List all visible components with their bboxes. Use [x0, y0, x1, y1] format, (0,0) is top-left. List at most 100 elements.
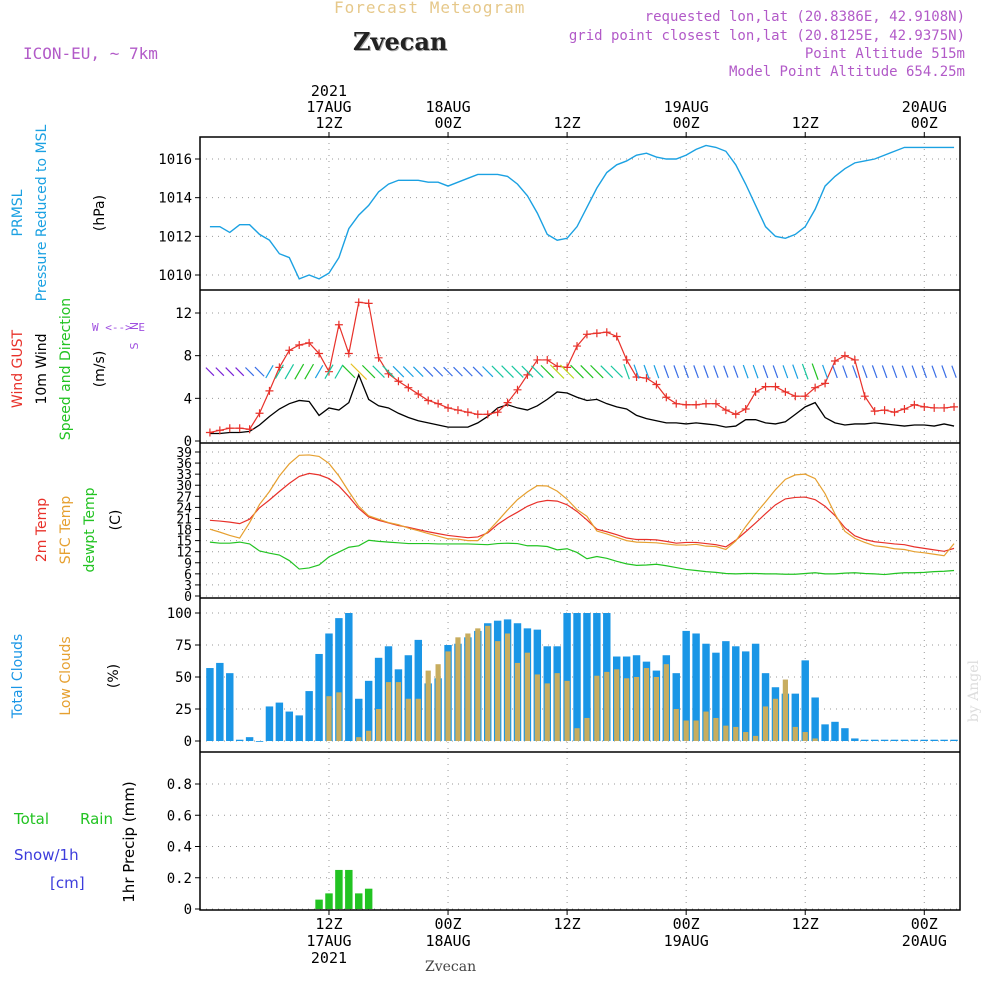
bottom-time-label: 00Z [911, 915, 938, 933]
gust-marker [305, 338, 314, 347]
total-clouds-bar [255, 741, 264, 742]
wind-direction-arrow [590, 364, 604, 379]
wind-direction-arrow [782, 365, 789, 379]
low-clouds-bar [435, 664, 441, 741]
low-clouds-bar [802, 732, 808, 741]
wind-direction-arrow [392, 365, 405, 378]
low-clouds-bar [514, 662, 521, 741]
wind-direction-arrow [772, 365, 779, 379]
wind-direction-arrow [713, 365, 719, 378]
precip-tick-label: 0.8 [167, 777, 192, 793]
bottom-time-label: 12Z [554, 915, 581, 933]
wind-direction-arrow [531, 365, 544, 378]
gust-marker [503, 398, 512, 407]
gust-marker [414, 390, 423, 399]
wind-direction-arrow [472, 366, 483, 377]
low-clouds-bar [465, 633, 471, 741]
low-clouds-bar [693, 720, 699, 741]
total-clouds-bar [404, 655, 413, 741]
low-clouds-bar [445, 651, 451, 741]
gust-marker [900, 405, 909, 413]
total-clouds-bar [900, 739, 909, 741]
gust-marker [245, 425, 254, 434]
gust-marker [682, 400, 691, 409]
total-clouds-bar [305, 691, 313, 741]
gust-marker [592, 329, 601, 338]
precip-snow-label: Snow/1h [14, 846, 79, 864]
gust-marker [354, 298, 363, 307]
bottom-time-label: 00Z [673, 915, 700, 933]
gust-marker [215, 426, 224, 435]
wind-direction-arrow [811, 363, 819, 380]
point-altitude: Point Altitude 515m [804, 46, 965, 62]
total-clouds-bar [831, 721, 839, 741]
wind-direction-arrow [570, 364, 584, 379]
low-clouds-bar [772, 698, 779, 741]
gust-marker [692, 400, 701, 409]
wind-direction-arrow [623, 363, 630, 380]
low-clouds-bar [624, 678, 630, 741]
low-clouds-bar [504, 633, 511, 741]
low-clouds-bar [782, 679, 788, 741]
gust-marker [702, 399, 711, 408]
pressure-tick-label: 1014 [158, 191, 192, 207]
wind-direction-arrow [703, 365, 709, 379]
wind-direction-arrow [205, 367, 215, 377]
top-time-label: 20AUG [902, 98, 947, 116]
low-clouds-bar [792, 726, 798, 741]
gust-marker [473, 410, 482, 419]
wind-direction-arrow [792, 364, 799, 379]
low-clouds-bar [633, 677, 640, 741]
plot-frame [199, 136, 961, 911]
pressure-line [209, 144, 955, 280]
t2m-line [209, 472, 955, 552]
t2m-label: 2m Temp [34, 498, 50, 562]
top-time-label: 12Z [792, 114, 819, 132]
clouds-tick-label: 100 [167, 606, 192, 622]
wind-direction-arrow [683, 365, 689, 379]
compass-we: W <--> E [92, 321, 145, 334]
total-clouds-bar [880, 739, 889, 741]
low-clouds-bar [743, 732, 749, 741]
total-clouds-bar [226, 673, 234, 741]
temp-tick-label: 6 [184, 568, 192, 583]
wind-direction-arrow [334, 364, 344, 379]
total-clouds-bar [741, 651, 750, 741]
wind-direction-arrow [891, 365, 898, 378]
wind-line [209, 373, 955, 435]
temp-tick-label: 36 [176, 457, 192, 472]
low-clouds-bar [524, 652, 531, 741]
total-clouds-bar [712, 652, 720, 741]
wind-direction-arrow [215, 367, 225, 377]
wind-direction-arrow [361, 364, 376, 379]
low-clouds-bar [455, 637, 461, 741]
gust-marker [225, 424, 234, 433]
sfc-temp-label: SFC Temp [58, 496, 74, 565]
wind-direction-arrow [423, 366, 434, 377]
footer-location: Zvecan [425, 959, 477, 975]
low-clouds-bar [643, 668, 650, 741]
low-clouds-bar [475, 628, 481, 741]
temp-tick-label: 9 [184, 557, 192, 572]
wind-direction-arrow [653, 364, 660, 379]
wind-direction-arrow [225, 367, 235, 377]
top-time-label: 00Z [434, 114, 461, 132]
dewpt-line [209, 539, 955, 576]
wind-direction-arrow [861, 365, 868, 379]
gust-marker [950, 402, 959, 411]
pressure-unit: (hPa) [92, 195, 108, 231]
model-point-altitude: Model Point Altitude 654.25m [728, 64, 965, 80]
wind-direction-arrow [433, 366, 444, 377]
gust-marker [711, 399, 720, 408]
top-time-label: 18AUG [425, 98, 470, 116]
bottom-time-label: 00Z [434, 915, 461, 933]
gust-marker [424, 396, 433, 405]
total-clouds-bar [573, 613, 581, 741]
gust-marker [850, 355, 859, 364]
low-clouds-bar [614, 669, 620, 741]
gust-marker [434, 399, 443, 408]
low-clouds-bar [564, 680, 570, 741]
top-time-label: 12Z [315, 114, 342, 132]
low-clouds-bar [812, 738, 818, 741]
wind-direction-arrow [304, 363, 315, 380]
